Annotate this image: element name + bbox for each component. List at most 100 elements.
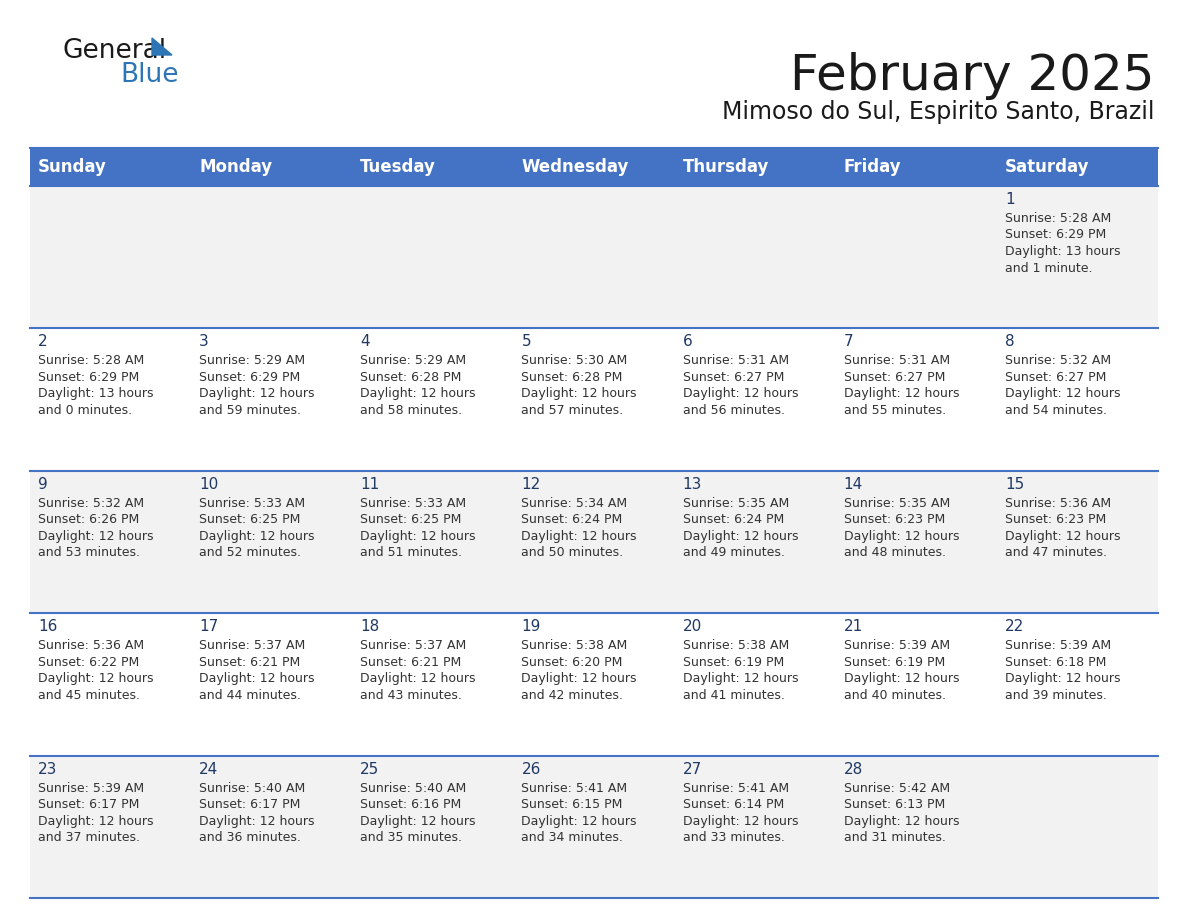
Text: Sunrise: 5:42 AM: Sunrise: 5:42 AM	[843, 781, 950, 795]
Text: Sunset: 6:25 PM: Sunset: 6:25 PM	[200, 513, 301, 526]
Text: and 41 minutes.: and 41 minutes.	[683, 688, 784, 701]
Text: Daylight: 12 hours: Daylight: 12 hours	[1005, 387, 1120, 400]
Text: Daylight: 13 hours: Daylight: 13 hours	[38, 387, 153, 400]
Text: Blue: Blue	[120, 62, 178, 88]
Text: Sunset: 6:21 PM: Sunset: 6:21 PM	[200, 655, 301, 668]
Text: 27: 27	[683, 762, 702, 777]
Text: Daylight: 12 hours: Daylight: 12 hours	[38, 530, 153, 543]
Text: Sunrise: 5:39 AM: Sunrise: 5:39 AM	[843, 639, 950, 652]
Text: Sunrise: 5:41 AM: Sunrise: 5:41 AM	[522, 781, 627, 795]
Text: Daylight: 12 hours: Daylight: 12 hours	[200, 672, 315, 685]
Text: Sunrise: 5:36 AM: Sunrise: 5:36 AM	[1005, 497, 1111, 509]
Bar	[30, 471, 1158, 613]
Text: Sunset: 6:16 PM: Sunset: 6:16 PM	[360, 798, 461, 812]
Text: 19: 19	[522, 620, 541, 634]
Text: Sunset: 6:19 PM: Sunset: 6:19 PM	[683, 655, 784, 668]
Text: Daylight: 12 hours: Daylight: 12 hours	[522, 672, 637, 685]
Text: Daylight: 13 hours: Daylight: 13 hours	[1005, 245, 1120, 258]
Text: and 35 minutes.: and 35 minutes.	[360, 831, 462, 844]
Text: Sunset: 6:17 PM: Sunset: 6:17 PM	[38, 798, 139, 812]
Text: and 31 minutes.: and 31 minutes.	[843, 831, 946, 844]
Text: Sunset: 6:14 PM: Sunset: 6:14 PM	[683, 798, 784, 812]
Text: Daylight: 12 hours: Daylight: 12 hours	[843, 672, 959, 685]
Text: and 51 minutes.: and 51 minutes.	[360, 546, 462, 559]
Text: and 50 minutes.: and 50 minutes.	[522, 546, 624, 559]
Text: and 1 minute.: and 1 minute.	[1005, 262, 1092, 274]
Text: and 34 minutes.: and 34 minutes.	[522, 831, 624, 844]
Text: and 36 minutes.: and 36 minutes.	[200, 831, 301, 844]
Text: Daylight: 12 hours: Daylight: 12 hours	[200, 530, 315, 543]
Text: 7: 7	[843, 334, 853, 350]
Bar	[30, 148, 1158, 186]
Text: Monday: Monday	[200, 158, 272, 176]
Text: Sunset: 6:27 PM: Sunset: 6:27 PM	[683, 371, 784, 384]
Text: 6: 6	[683, 334, 693, 350]
Text: 17: 17	[200, 620, 219, 634]
Text: Sunrise: 5:30 AM: Sunrise: 5:30 AM	[522, 354, 627, 367]
Text: 12: 12	[522, 476, 541, 492]
Text: Sunrise: 5:35 AM: Sunrise: 5:35 AM	[683, 497, 789, 509]
Text: 18: 18	[360, 620, 379, 634]
Text: and 56 minutes.: and 56 minutes.	[683, 404, 784, 417]
Text: 28: 28	[843, 762, 862, 777]
Text: Mimoso do Sul, Espirito Santo, Brazil: Mimoso do Sul, Espirito Santo, Brazil	[722, 100, 1155, 124]
Text: Daylight: 12 hours: Daylight: 12 hours	[683, 814, 798, 828]
Text: and 59 minutes.: and 59 minutes.	[200, 404, 301, 417]
Text: Friday: Friday	[843, 158, 902, 176]
Text: Sunset: 6:24 PM: Sunset: 6:24 PM	[522, 513, 623, 526]
Text: Sunrise: 5:39 AM: Sunrise: 5:39 AM	[1005, 639, 1111, 652]
Text: Sunset: 6:23 PM: Sunset: 6:23 PM	[1005, 513, 1106, 526]
Text: 10: 10	[200, 476, 219, 492]
Text: Sunset: 6:22 PM: Sunset: 6:22 PM	[38, 655, 139, 668]
Bar	[30, 756, 1158, 898]
Text: 1: 1	[1005, 192, 1015, 207]
Text: 3: 3	[200, 334, 209, 350]
Text: Sunrise: 5:37 AM: Sunrise: 5:37 AM	[360, 639, 467, 652]
Text: and 43 minutes.: and 43 minutes.	[360, 688, 462, 701]
Text: 11: 11	[360, 476, 379, 492]
Text: Sunrise: 5:29 AM: Sunrise: 5:29 AM	[200, 354, 305, 367]
Text: Daylight: 12 hours: Daylight: 12 hours	[522, 814, 637, 828]
Text: Sunset: 6:13 PM: Sunset: 6:13 PM	[843, 798, 944, 812]
Text: 8: 8	[1005, 334, 1015, 350]
Text: and 47 minutes.: and 47 minutes.	[1005, 546, 1107, 559]
Text: Sunset: 6:27 PM: Sunset: 6:27 PM	[1005, 371, 1106, 384]
Text: Sunrise: 5:38 AM: Sunrise: 5:38 AM	[683, 639, 789, 652]
Text: Sunset: 6:21 PM: Sunset: 6:21 PM	[360, 655, 461, 668]
Text: and 42 minutes.: and 42 minutes.	[522, 688, 624, 701]
Text: and 45 minutes.: and 45 minutes.	[38, 688, 140, 701]
Text: 23: 23	[38, 762, 57, 777]
Text: Sunrise: 5:39 AM: Sunrise: 5:39 AM	[38, 781, 144, 795]
Text: Sunset: 6:24 PM: Sunset: 6:24 PM	[683, 513, 784, 526]
Text: Sunrise: 5:32 AM: Sunrise: 5:32 AM	[38, 497, 144, 509]
Text: and 53 minutes.: and 53 minutes.	[38, 546, 140, 559]
Text: Sunset: 6:29 PM: Sunset: 6:29 PM	[38, 371, 139, 384]
Text: 20: 20	[683, 620, 702, 634]
Text: Saturday: Saturday	[1005, 158, 1089, 176]
Text: Daylight: 12 hours: Daylight: 12 hours	[38, 672, 153, 685]
Text: 14: 14	[843, 476, 862, 492]
Text: and 37 minutes.: and 37 minutes.	[38, 831, 140, 844]
Text: Sunset: 6:20 PM: Sunset: 6:20 PM	[522, 655, 623, 668]
Text: 25: 25	[360, 762, 379, 777]
Text: Sunrise: 5:40 AM: Sunrise: 5:40 AM	[200, 781, 305, 795]
Text: Daylight: 12 hours: Daylight: 12 hours	[1005, 530, 1120, 543]
Text: Daylight: 12 hours: Daylight: 12 hours	[200, 387, 315, 400]
Text: Sunrise: 5:36 AM: Sunrise: 5:36 AM	[38, 639, 144, 652]
Text: Sunset: 6:23 PM: Sunset: 6:23 PM	[843, 513, 944, 526]
Text: Sunrise: 5:33 AM: Sunrise: 5:33 AM	[360, 497, 467, 509]
Text: Thursday: Thursday	[683, 158, 769, 176]
Text: Daylight: 12 hours: Daylight: 12 hours	[200, 814, 315, 828]
Text: and 54 minutes.: and 54 minutes.	[1005, 404, 1107, 417]
Text: 13: 13	[683, 476, 702, 492]
Text: Sunrise: 5:28 AM: Sunrise: 5:28 AM	[1005, 212, 1111, 225]
Text: and 49 minutes.: and 49 minutes.	[683, 546, 784, 559]
Text: Sunset: 6:28 PM: Sunset: 6:28 PM	[522, 371, 623, 384]
Text: Sunrise: 5:35 AM: Sunrise: 5:35 AM	[843, 497, 950, 509]
Text: and 57 minutes.: and 57 minutes.	[522, 404, 624, 417]
Text: 26: 26	[522, 762, 541, 777]
Text: Sunrise: 5:29 AM: Sunrise: 5:29 AM	[360, 354, 467, 367]
Bar	[30, 329, 1158, 471]
Bar	[30, 613, 1158, 756]
Text: Sunrise: 5:41 AM: Sunrise: 5:41 AM	[683, 781, 789, 795]
